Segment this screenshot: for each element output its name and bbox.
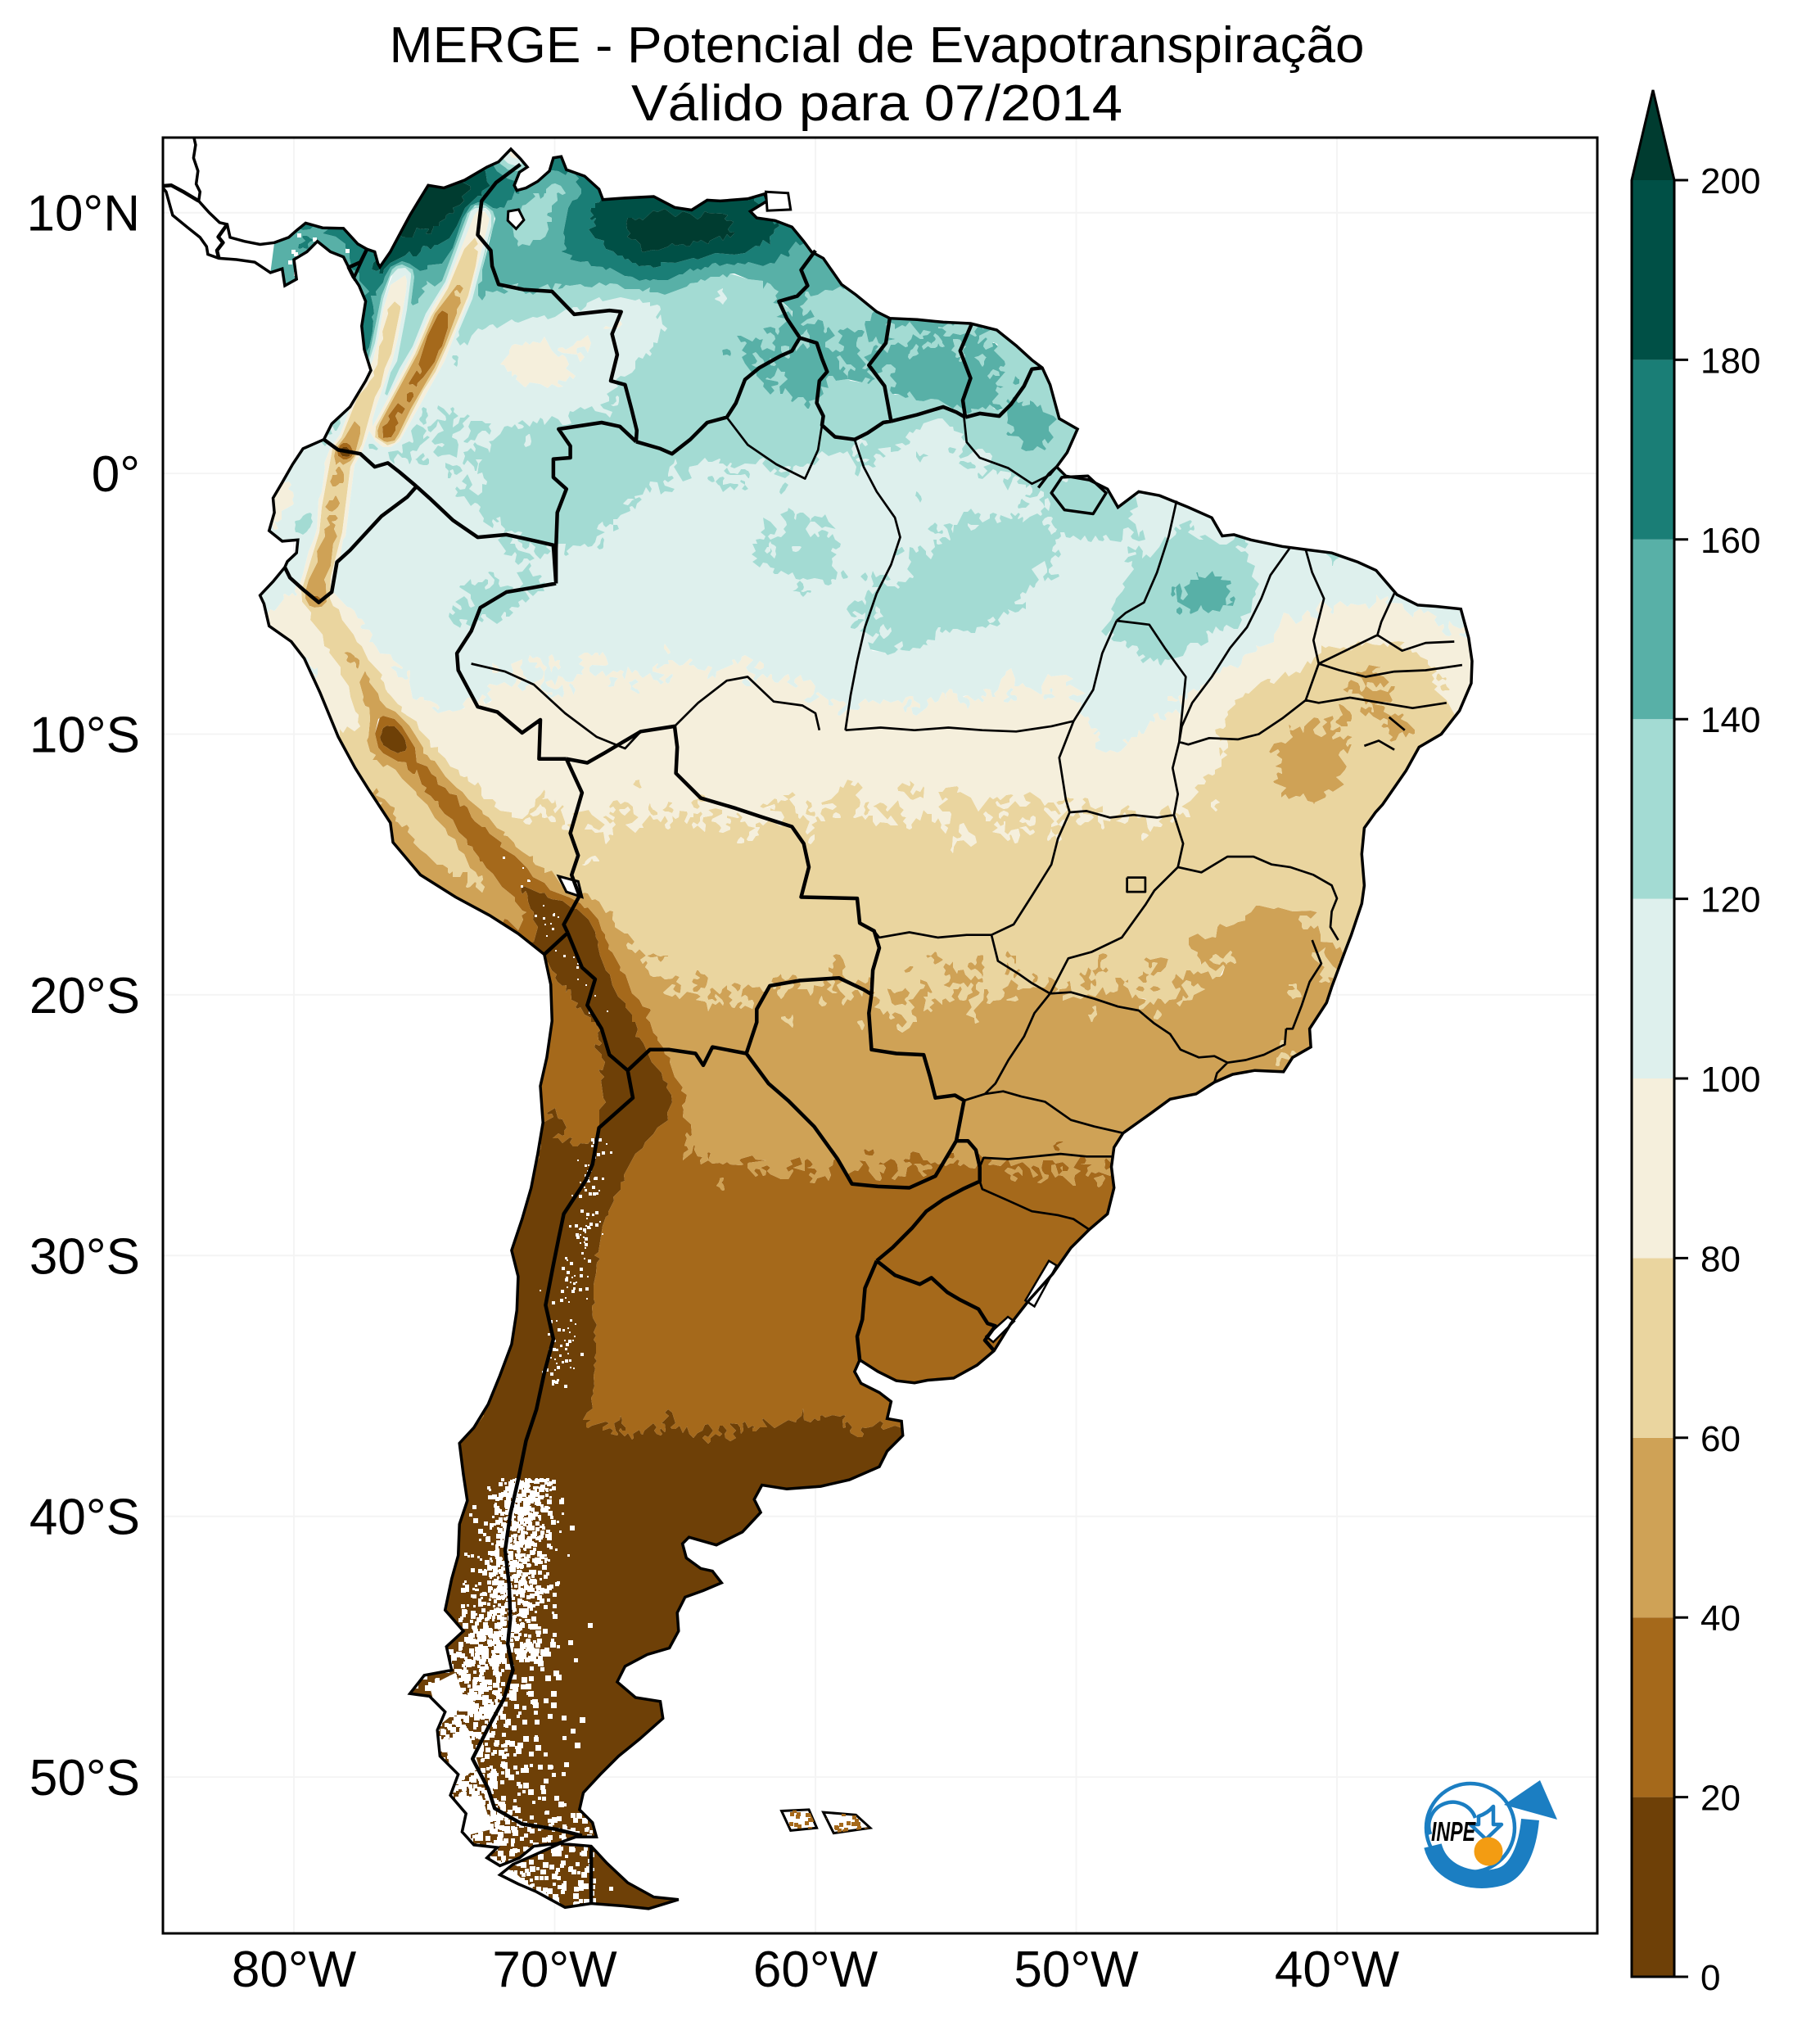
svg-text:60°W: 60°W: [753, 1942, 878, 1998]
svg-text:0: 0: [1700, 1958, 1720, 1998]
svg-text:40°S: 40°S: [29, 1490, 140, 1546]
svg-text:50°S: 50°S: [29, 1750, 140, 1806]
svg-text:10°S: 10°S: [29, 708, 140, 764]
svg-text:0°: 0°: [92, 446, 140, 503]
svg-text:180: 180: [1700, 341, 1760, 381]
svg-text:INPE: INPE: [1431, 1816, 1476, 1847]
svg-text:120: 120: [1700, 880, 1760, 920]
svg-text:200: 200: [1700, 161, 1760, 201]
svg-text:20°S: 20°S: [29, 968, 140, 1024]
svg-text:40: 40: [1700, 1598, 1741, 1639]
svg-text:80: 80: [1700, 1239, 1741, 1279]
svg-text:50°W: 50°W: [1014, 1942, 1139, 1998]
svg-text:100: 100: [1700, 1060, 1760, 1100]
svg-text:160: 160: [1700, 521, 1760, 561]
svg-text:140: 140: [1700, 700, 1760, 740]
svg-text:Válido para 07/2014: Válido para 07/2014: [631, 75, 1122, 132]
svg-text:20: 20: [1700, 1779, 1741, 1819]
svg-text:40°W: 40°W: [1275, 1942, 1400, 1998]
svg-text:80°W: 80°W: [232, 1942, 357, 1998]
svg-text:10°N: 10°N: [26, 186, 140, 242]
svg-text:70°W: 70°W: [492, 1942, 617, 1998]
svg-text:30°S: 30°S: [29, 1228, 140, 1285]
svg-text:MERGE - Potencial de Evapotran: MERGE - Potencial de Evapotranspiração: [390, 17, 1365, 74]
svg-text:60: 60: [1700, 1419, 1741, 1459]
